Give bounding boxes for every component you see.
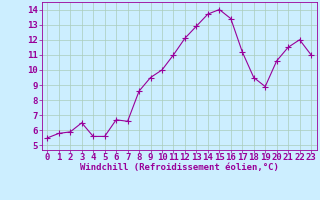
X-axis label: Windchill (Refroidissement éolien,°C): Windchill (Refroidissement éolien,°C)	[80, 163, 279, 172]
